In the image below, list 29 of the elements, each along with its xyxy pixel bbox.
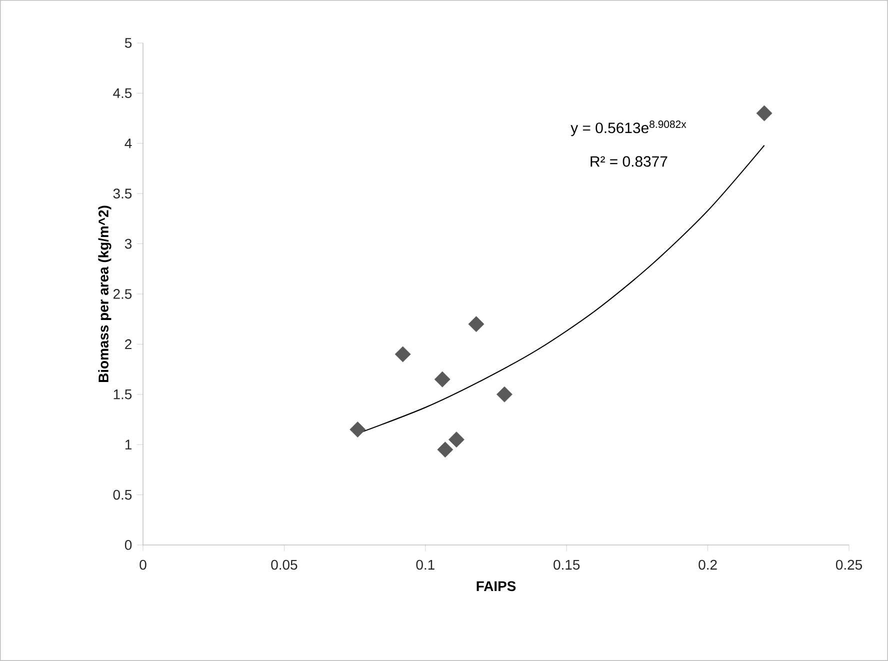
y-tick-label: 0 — [124, 540, 132, 550]
y-tick-label: 2 — [125, 339, 132, 350]
x-tick-label: 0.15 — [554, 560, 580, 570]
y-tick-label: 4 — [124, 138, 132, 148]
point — [468, 316, 484, 332]
y-tick-label: 2.5 — [113, 289, 132, 299]
x-axis-title: FAIPS — [476, 581, 516, 592]
y-tick-label: 1.5 — [114, 390, 132, 400]
y-tick-label: 3 — [124, 238, 132, 249]
y-tick-label: 0.5 — [113, 490, 132, 500]
point — [350, 422, 366, 438]
point — [448, 432, 464, 448]
y-axis-title: Biomass per area (kg/m^2) — [98, 206, 112, 382]
x-tick-label: 0.05 — [271, 560, 298, 570]
y-tick-label: 5 — [124, 38, 132, 48]
point — [394, 346, 411, 362]
x-tick-label: 0 — [140, 560, 146, 570]
annotation: R² = 0.8377 — [590, 156, 668, 167]
x-tick-label: 0.25 — [836, 560, 862, 570]
point — [496, 386, 512, 402]
x-tick-label: 0.1 — [416, 560, 434, 570]
point — [756, 105, 772, 122]
point — [434, 371, 450, 388]
y-tick-label: 4.5 — [113, 88, 132, 98]
x-tick-label: 0.2 — [698, 560, 717, 570]
annotation: y = 0.5613e$^{8.9082x}$ — [570, 120, 686, 136]
y-tick-label: 1 — [125, 440, 132, 450]
point — [437, 442, 454, 458]
y-tick-label: 3.5 — [113, 188, 132, 199]
